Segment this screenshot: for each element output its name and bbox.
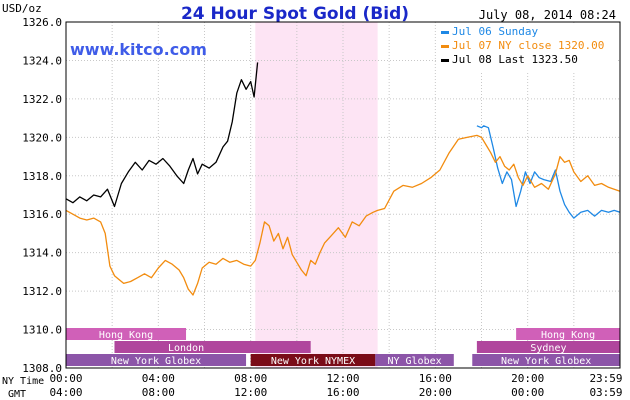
x-tick-gmt: 20:00 <box>419 386 452 399</box>
session-bar <box>114 341 311 353</box>
y-tick-label: 1318.0 <box>22 170 62 183</box>
y-tick-label: 1324.0 <box>22 54 62 67</box>
legend-box <box>437 24 617 72</box>
series-line-1 <box>65 134 621 296</box>
legend-entry: Jul 07 NY close 1320.00 <box>452 39 604 52</box>
session-bar <box>516 328 620 340</box>
y-tick-label: 1320.0 <box>22 131 62 144</box>
session-bar <box>476 341 620 353</box>
y-tick-label: 1308.0 <box>22 362 62 375</box>
x-tick-gmt: 00:00 <box>511 386 544 399</box>
legend-swatch <box>441 31 449 34</box>
session-bar <box>66 328 187 340</box>
session-bar <box>472 354 620 366</box>
session-label: New York NYMEX <box>271 356 355 367</box>
x-tick-gmt: 08:00 <box>142 386 175 399</box>
x-tick-gmt: 12:00 <box>234 386 267 399</box>
legend-entry: Jul 06 Sunday <box>452 25 538 38</box>
ny-time-row-label: NY Time <box>2 376 44 387</box>
x-tick-gmt: 16:00 <box>326 386 359 399</box>
chart-timestamp: July 08, 2014 08:24 <box>479 8 616 22</box>
x-tick-ny: 20:00 <box>511 372 544 385</box>
session-bar <box>375 354 454 366</box>
x-tick-ny: 16:00 <box>419 372 452 385</box>
x-tick-ny: 08:00 <box>234 372 267 385</box>
y-tick-label: 1312.0 <box>22 285 62 298</box>
y-axis-unit-label: USD/oz <box>2 2 42 15</box>
session-label: New York Globex <box>501 356 591 367</box>
legend-entry: Jul 08 Last 1323.50 <box>452 53 578 66</box>
legend-swatch <box>441 45 449 48</box>
series-line-0 <box>476 125 621 219</box>
session-bar <box>250 354 376 366</box>
x-tick-ny: 00:00 <box>49 372 82 385</box>
highlight-band <box>255 22 378 368</box>
legend-swatch <box>441 59 449 62</box>
x-tick-ny: 04:00 <box>142 372 175 385</box>
x-tick-gmt: 04:00 <box>49 386 82 399</box>
session-label: London <box>168 343 204 354</box>
chart-title: 24 Hour Spot Gold (Bid) <box>181 4 409 24</box>
series-line-2 <box>65 62 259 208</box>
y-tick-label: 1310.0 <box>22 324 62 337</box>
session-label: New York Globex <box>111 356 201 367</box>
plot-frame <box>65 21 621 369</box>
session-label: Sydney <box>530 343 566 354</box>
x-tick-ny: 23:59 <box>589 372 622 385</box>
session-label: Hong Kong <box>99 330 153 341</box>
session-bar <box>66 354 247 366</box>
gmt-row-label: GMT <box>8 389 26 400</box>
y-tick-label: 1326.0 <box>22 16 62 29</box>
session-label: Hong Kong <box>541 330 595 341</box>
y-tick-label: 1314.0 <box>22 247 62 260</box>
watermark-text: www.kitco.com <box>70 40 207 59</box>
y-tick-label: 1322.0 <box>22 93 62 106</box>
session-label: NY Globex <box>387 356 441 367</box>
x-tick-ny: 12:00 <box>326 372 359 385</box>
y-tick-label: 1316.0 <box>22 208 62 221</box>
x-tick-gmt: 03:59 <box>589 386 622 399</box>
